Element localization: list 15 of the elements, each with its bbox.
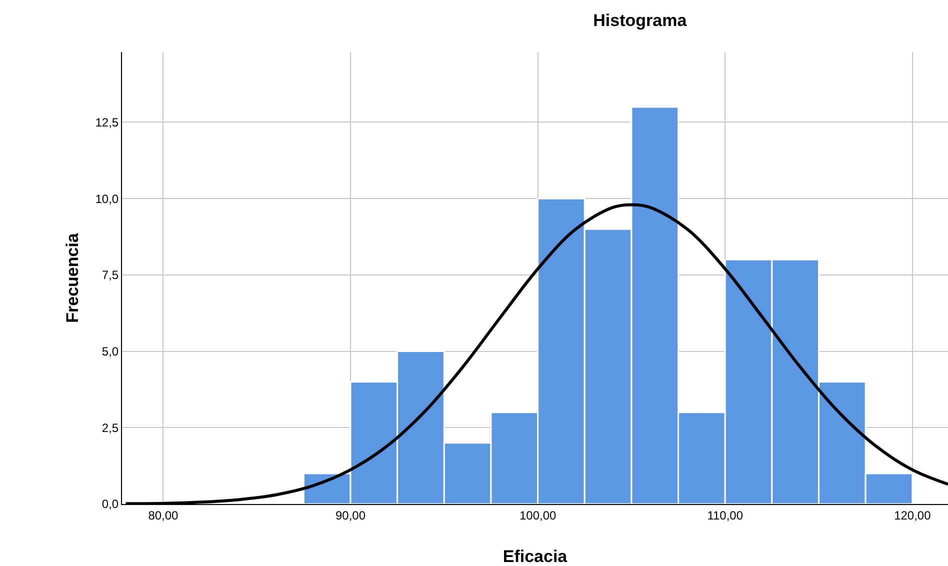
y-tick-label: 12,5 <box>95 115 119 130</box>
x-tick-label: 80,00 <box>148 508 179 522</box>
line-series <box>124 203 948 504</box>
y-tick-label: 0,0 <box>102 497 119 512</box>
x-tick-label: 100,00 <box>519 508 556 522</box>
chart-title: Histograma <box>593 11 688 30</box>
x-tick-label: 110,00 <box>707 508 744 522</box>
y-axis-title: Frecuencia <box>63 232 82 323</box>
y-tick-label: 7,5 <box>102 268 119 282</box>
y-tick-label: 5,0 <box>102 344 119 358</box>
y-tick-label: 10,0 <box>95 192 119 206</box>
x-tick-label: 90,00 <box>335 508 366 522</box>
x-tick-label: 120,00 <box>894 508 932 522</box>
y-tick-label: 2,5 <box>102 420 119 435</box>
x-axis-title: Eficacia <box>502 547 568 566</box>
